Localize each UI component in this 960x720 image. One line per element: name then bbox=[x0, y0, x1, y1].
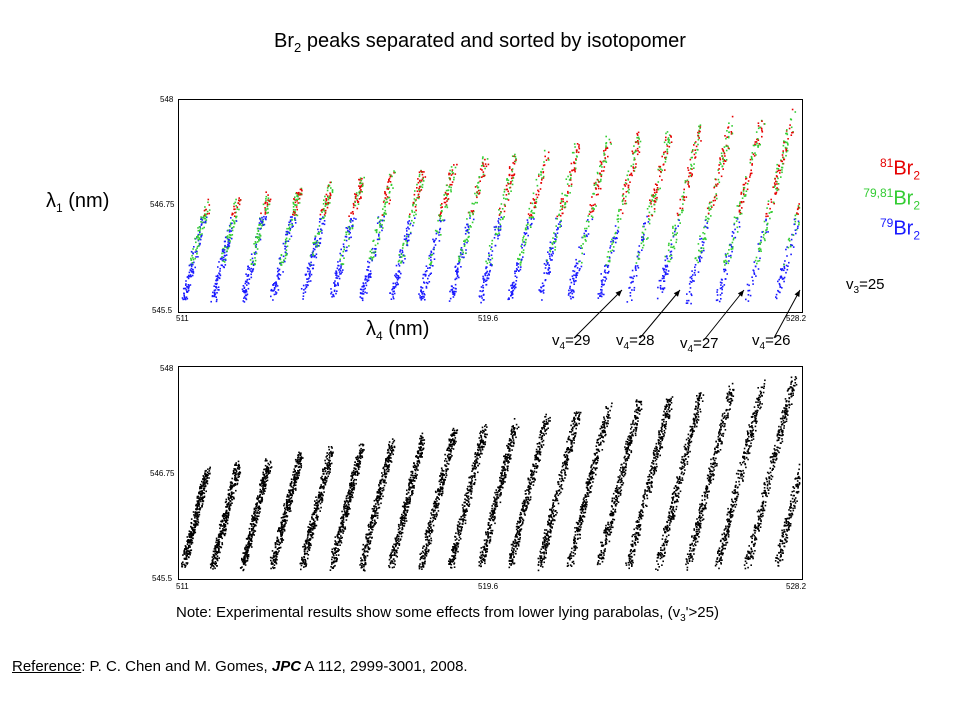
v4-label-29: v4=29 bbox=[552, 332, 591, 352]
top-x-tick-mid: 519.6 bbox=[478, 314, 499, 323]
v4-arrowhead-1 bbox=[673, 290, 680, 297]
page-title: Br2 peaks separated and sorted by isotop… bbox=[274, 30, 686, 55]
note-text: Note: Experimental results show some eff… bbox=[176, 604, 719, 624]
bottom-scatter-points bbox=[181, 376, 801, 572]
v4-arrowhead-2 bbox=[737, 290, 744, 297]
top-scatter-points bbox=[181, 108, 801, 305]
v4-label-26: v4=26 bbox=[752, 332, 791, 352]
experimental-scatter-plot bbox=[178, 366, 803, 580]
v4-label-27: v4=27 bbox=[680, 335, 719, 355]
v4-arrowhead-0 bbox=[615, 290, 622, 297]
bottom-y-tick-max: 548 bbox=[160, 364, 174, 373]
legend-7981br2: 79,81Br2 bbox=[863, 186, 920, 213]
bottom-x-tick-max: 528.2 bbox=[786, 582, 807, 591]
x-axis-label: λ4 (nm) bbox=[366, 318, 430, 343]
bottom-y-tick-min: 545.5 bbox=[152, 574, 173, 583]
bottom-y-tick-mid: 546.75 bbox=[150, 469, 175, 478]
v4-arrow-2 bbox=[703, 289, 745, 341]
v4-arrow-0 bbox=[573, 289, 623, 339]
reference-text: Reference: P. C. Chen and M. Gomes, JPC … bbox=[12, 658, 468, 675]
top-y-tick-max: 548 bbox=[160, 95, 174, 104]
v3-label: v3=25 bbox=[846, 276, 885, 296]
v4-arrow-3 bbox=[773, 289, 801, 339]
bottom-x-tick-mid: 519.6 bbox=[478, 582, 499, 591]
top-x-tick-min: 511 bbox=[176, 314, 189, 323]
v4-arrowhead-3 bbox=[794, 290, 800, 297]
top-x-tick-max: 528.2 bbox=[786, 314, 807, 323]
v4-label-28: v4=28 bbox=[616, 332, 655, 352]
isotopomer-scatter-plot bbox=[178, 99, 803, 313]
legend-79br2: 79Br2 bbox=[879, 216, 920, 243]
top-y-tick-mid: 546.75 bbox=[150, 200, 175, 209]
top-y-tick-min: 545.5 bbox=[152, 306, 173, 315]
bottom-x-tick-min: 511 bbox=[176, 582, 189, 591]
legend-81br2: 81Br2 bbox=[879, 156, 920, 183]
y-axis-label: λ1 (nm) bbox=[46, 190, 110, 215]
v4-arrow-1 bbox=[639, 289, 681, 339]
